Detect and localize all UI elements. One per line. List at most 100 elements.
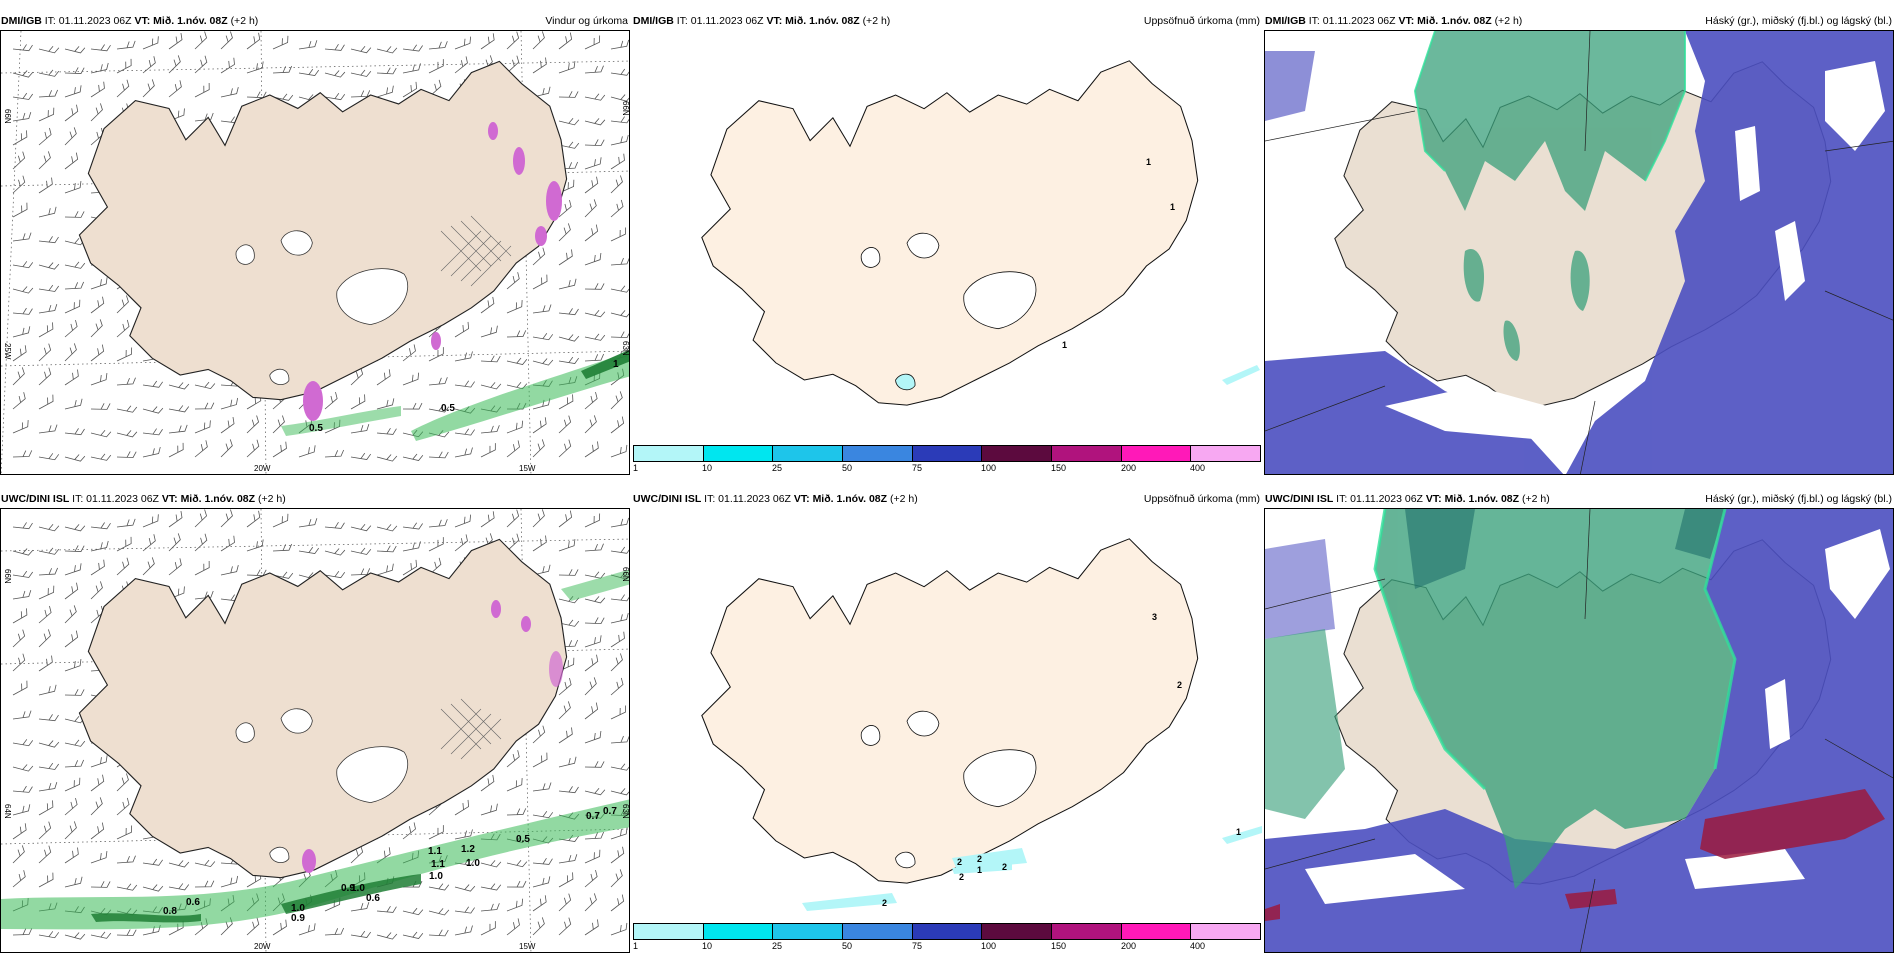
wind-barb xyxy=(12,928,33,936)
legend-swatch xyxy=(703,446,774,461)
wind-barb xyxy=(558,569,579,576)
projection-lines xyxy=(1265,509,1893,952)
legend-swatch xyxy=(982,924,1053,939)
lead-time: (+2 h) xyxy=(889,493,918,505)
wind-barb xyxy=(64,689,85,696)
wind-barb xyxy=(506,509,520,528)
map-wind[interactable]: 0.5 0.5 1 66N 25W 66N 63N 20W 15W xyxy=(0,30,630,475)
wind-barb xyxy=(12,608,28,624)
wind-barb xyxy=(558,223,571,242)
wind-barb xyxy=(64,428,85,436)
accum-areas xyxy=(802,826,1262,911)
legend-tick: 200 xyxy=(1121,941,1137,951)
lead-time: (+2 h) xyxy=(1521,493,1550,505)
lat-label: 66N xyxy=(621,101,630,116)
wind-barb xyxy=(454,829,473,840)
wind-barb xyxy=(194,560,210,576)
wind-barb xyxy=(480,903,500,912)
wind-barb xyxy=(558,394,574,410)
wind-barb xyxy=(558,701,571,720)
wind-barb xyxy=(506,31,520,50)
wind-barb xyxy=(12,589,32,600)
wind-barb xyxy=(116,319,130,338)
wind-barb xyxy=(584,118,606,126)
map-clouds[interactable] xyxy=(1264,508,1894,953)
wind-barb xyxy=(168,533,181,552)
wind-barb xyxy=(64,261,86,269)
wind-barb xyxy=(610,546,629,554)
wind-barb xyxy=(90,755,108,768)
wind-barb xyxy=(558,415,572,434)
map-wind[interactable]: 0.7 0.7 0.5 1.1 1.2 1.0 1.1 1.0 1.0 0.6 … xyxy=(0,508,630,953)
wind-barb xyxy=(506,420,524,434)
wind-barb xyxy=(610,631,625,648)
wind-barb xyxy=(324,521,345,529)
wind-barb xyxy=(480,921,496,936)
legend-tick: 400 xyxy=(1190,463,1206,473)
init-time: IT: 01.11.2023 06Z xyxy=(72,493,159,505)
wind-barb xyxy=(584,199,597,218)
wind-barb xyxy=(376,563,394,576)
wind-barb xyxy=(376,545,397,553)
wind-barb xyxy=(12,804,31,816)
wind-barb xyxy=(272,93,294,101)
projection-lines xyxy=(1265,31,1893,474)
wind-barb xyxy=(64,545,85,552)
wind-barb xyxy=(610,94,629,102)
wind-barb xyxy=(584,702,599,720)
wind-barb xyxy=(168,510,183,528)
valid-time-label: VT: xyxy=(1398,15,1415,27)
map-accum[interactable]: 1 1 1 xyxy=(632,30,1262,445)
wind-barb xyxy=(324,391,338,410)
valid-time-label: VT: xyxy=(793,493,810,505)
wind-barb xyxy=(90,44,111,52)
legend-swatch xyxy=(773,924,844,939)
wind-barb xyxy=(350,845,364,864)
wind-barb xyxy=(532,811,554,819)
wind-barb xyxy=(584,730,602,744)
wind-barb xyxy=(584,635,602,648)
wind-barb xyxy=(64,181,82,194)
wind-barb xyxy=(350,45,372,54)
map-canvas: 0.5 0.5 1 xyxy=(1,31,629,474)
wind-barb xyxy=(90,822,105,840)
map-canvas xyxy=(1265,31,1893,474)
accum-label: 1 xyxy=(1170,202,1175,212)
wind-barb xyxy=(584,617,605,625)
wind-barb xyxy=(38,107,55,122)
wind-barb xyxy=(64,369,79,386)
wind-barb xyxy=(64,847,79,864)
map-clouds[interactable] xyxy=(1264,30,1894,475)
wind-barb xyxy=(428,557,442,576)
wind-barb xyxy=(90,931,112,939)
panel-title: Vindur og úrkoma xyxy=(545,15,628,27)
wind-barb xyxy=(480,296,495,314)
panel-header: UWC/DINI ISL IT: 01.11.2023 06Z VT: Mið.… xyxy=(632,490,1262,508)
wind-barb xyxy=(532,725,546,744)
wind-barb xyxy=(64,876,83,888)
wind-barb xyxy=(558,727,573,744)
wind-barb xyxy=(64,739,86,747)
wind-barb xyxy=(64,85,82,98)
wind-barb xyxy=(532,333,554,341)
lat-label: 63N xyxy=(621,804,630,819)
wind-barb xyxy=(142,428,163,436)
map-accum[interactable]: 3 2 2 2 1 2 2 1 2 xyxy=(632,508,1262,923)
wind-barb xyxy=(506,300,523,314)
wind-barb xyxy=(38,453,60,461)
wind-barb xyxy=(194,112,214,122)
wind-barb xyxy=(38,684,57,696)
wind-barb xyxy=(610,594,629,602)
init-time: IT: 01.11.2023 06Z xyxy=(1336,493,1423,505)
wind-barb xyxy=(350,394,366,410)
cloud-high xyxy=(1265,509,1735,889)
panel-wind-precip-dmi: DMI/IGB IT: 01.11.2023 06Z VT: Mið. 1.nó… xyxy=(0,12,630,475)
wind-barb xyxy=(194,440,208,458)
panel-clouds-dmi: DMI/IGB IT: 01.11.2023 06Z VT: Mið. 1.nó… xyxy=(1264,12,1894,475)
wind-barb xyxy=(376,398,395,410)
wind-barb xyxy=(376,932,398,940)
wind-barb xyxy=(12,111,32,122)
accum-label: 2 xyxy=(957,857,962,867)
wind-barb xyxy=(506,918,520,936)
wind-barb xyxy=(168,55,181,74)
